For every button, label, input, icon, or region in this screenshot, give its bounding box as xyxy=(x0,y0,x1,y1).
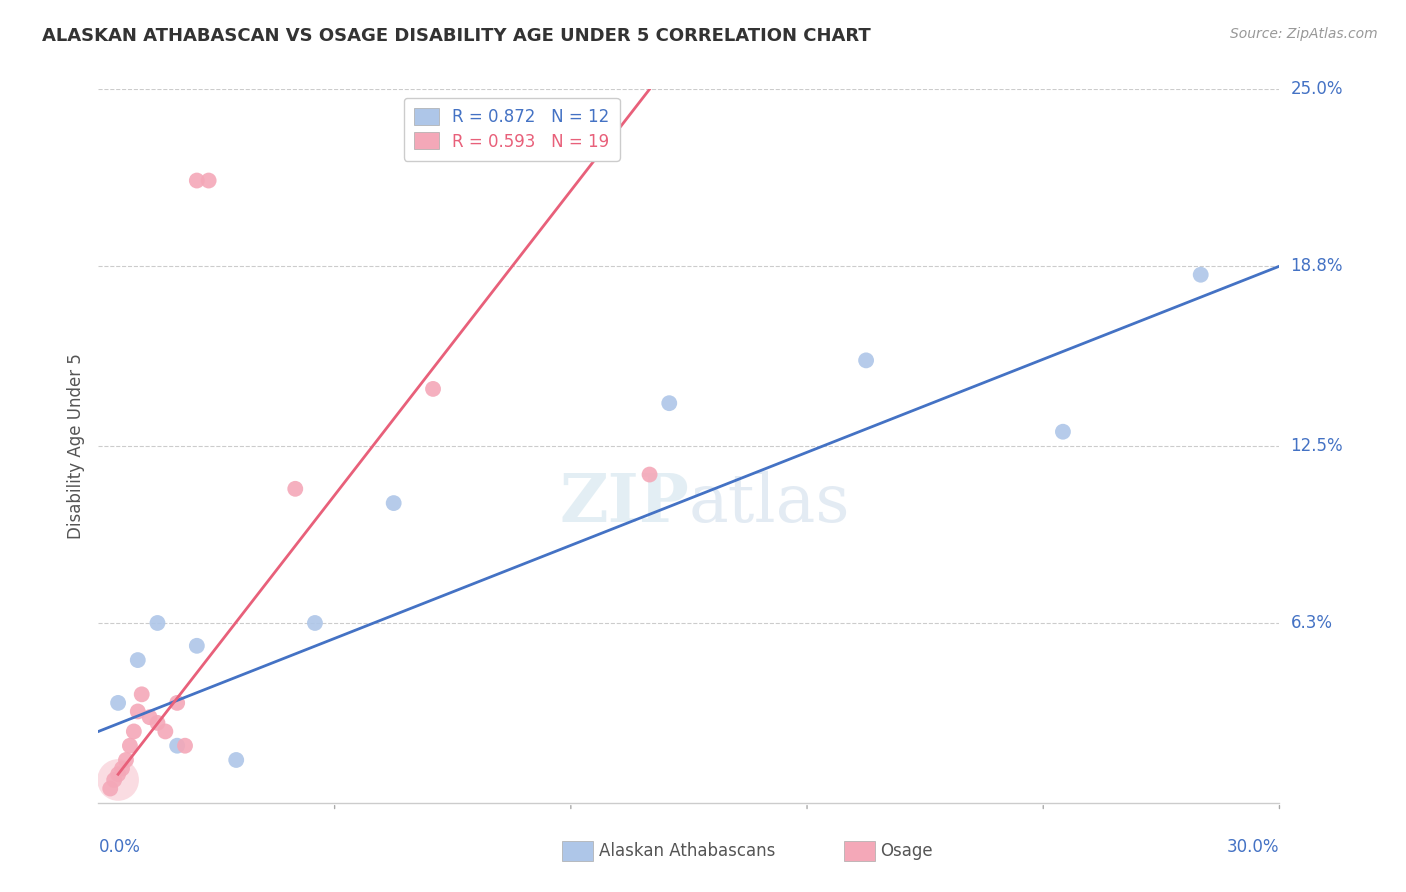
Point xyxy=(118,739,141,753)
Point xyxy=(115,753,138,767)
Point xyxy=(155,724,177,739)
Point xyxy=(127,653,149,667)
Point xyxy=(422,382,444,396)
Point xyxy=(166,739,188,753)
Point xyxy=(1052,425,1074,439)
Point xyxy=(186,639,208,653)
Point xyxy=(855,353,877,368)
Point xyxy=(107,772,129,787)
Text: 12.5%: 12.5% xyxy=(1291,437,1343,455)
Text: 18.8%: 18.8% xyxy=(1291,257,1343,275)
Point xyxy=(166,696,188,710)
Point xyxy=(284,482,307,496)
Point xyxy=(174,739,197,753)
Text: ZIP: ZIP xyxy=(560,471,689,535)
Point xyxy=(225,753,247,767)
Point xyxy=(103,772,125,787)
Text: 25.0%: 25.0% xyxy=(1291,80,1343,98)
Text: atlas: atlas xyxy=(689,470,851,536)
Point xyxy=(107,767,129,781)
Text: Osage: Osage xyxy=(880,842,932,860)
Text: 6.3%: 6.3% xyxy=(1291,614,1333,632)
Point xyxy=(98,781,121,796)
Point xyxy=(107,696,129,710)
Point xyxy=(111,762,134,776)
Text: ALASKAN ATHABASCAN VS OSAGE DISABILITY AGE UNDER 5 CORRELATION CHART: ALASKAN ATHABASCAN VS OSAGE DISABILITY A… xyxy=(42,27,870,45)
Y-axis label: Disability Age Under 5: Disability Age Under 5 xyxy=(66,353,84,539)
Point xyxy=(131,687,153,701)
Point xyxy=(122,724,145,739)
Point xyxy=(138,710,160,724)
Point xyxy=(638,467,661,482)
Point xyxy=(127,705,149,719)
Point xyxy=(197,173,219,187)
Point xyxy=(146,715,169,730)
Legend: R = 0.872   N = 12, R = 0.593   N = 19: R = 0.872 N = 12, R = 0.593 N = 19 xyxy=(404,97,620,161)
Point xyxy=(186,173,208,187)
Text: Source: ZipAtlas.com: Source: ZipAtlas.com xyxy=(1230,27,1378,41)
Text: 0.0%: 0.0% xyxy=(98,838,141,855)
Text: Alaskan Athabascans: Alaskan Athabascans xyxy=(599,842,775,860)
Point xyxy=(382,496,405,510)
Point xyxy=(304,615,326,630)
Point xyxy=(1189,268,1212,282)
Point xyxy=(658,396,681,410)
Text: 30.0%: 30.0% xyxy=(1227,838,1279,855)
Point xyxy=(146,615,169,630)
